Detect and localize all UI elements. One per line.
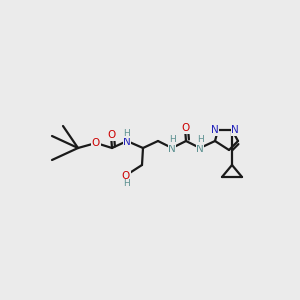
Text: H: H [196, 136, 203, 145]
Text: O: O [107, 130, 115, 140]
Text: N: N [168, 144, 176, 154]
Text: H: H [124, 128, 130, 137]
Text: N: N [231, 125, 239, 135]
Text: N: N [196, 144, 204, 154]
Text: H: H [123, 179, 129, 188]
Text: O: O [181, 123, 189, 133]
Text: N: N [123, 137, 131, 147]
Text: O: O [92, 138, 100, 148]
Text: H: H [169, 136, 176, 145]
Text: O: O [122, 171, 130, 181]
Text: N: N [211, 125, 219, 135]
